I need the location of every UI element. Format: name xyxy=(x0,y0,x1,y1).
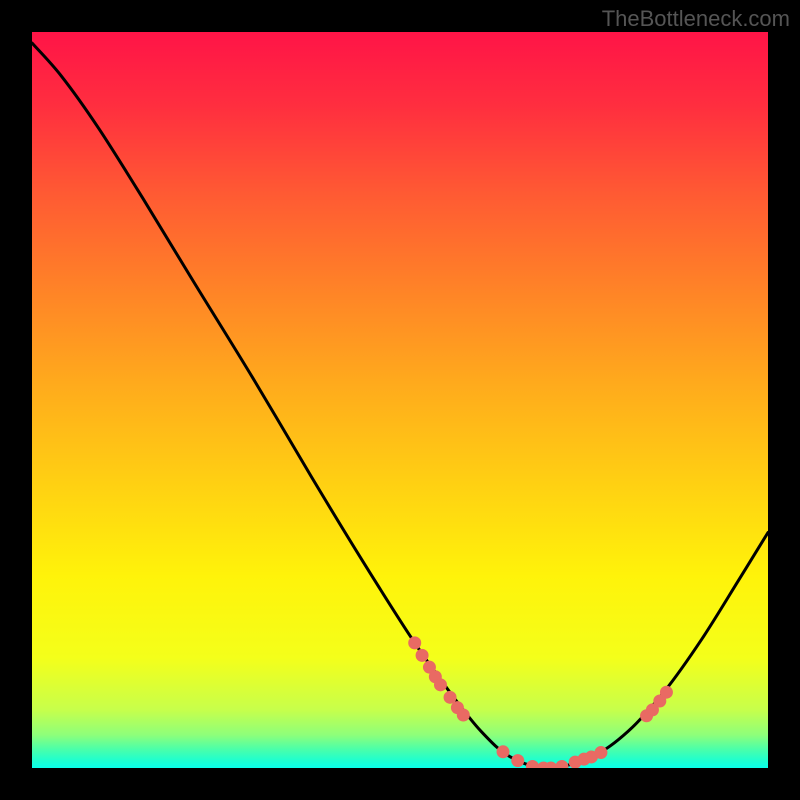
data-marker xyxy=(512,755,524,767)
data-marker xyxy=(434,679,446,691)
chart-canvas xyxy=(32,32,768,768)
plot-background xyxy=(32,32,768,768)
data-marker xyxy=(526,761,538,768)
data-marker xyxy=(444,691,456,703)
data-marker xyxy=(497,746,509,758)
figure-outer: TheBottleneck.com xyxy=(0,0,800,800)
data-marker xyxy=(556,761,568,768)
data-marker xyxy=(409,637,421,649)
data-marker xyxy=(660,686,672,698)
data-marker xyxy=(457,709,469,721)
data-marker xyxy=(416,649,428,661)
data-marker xyxy=(595,747,607,759)
watermark-text: TheBottleneck.com xyxy=(602,6,790,32)
